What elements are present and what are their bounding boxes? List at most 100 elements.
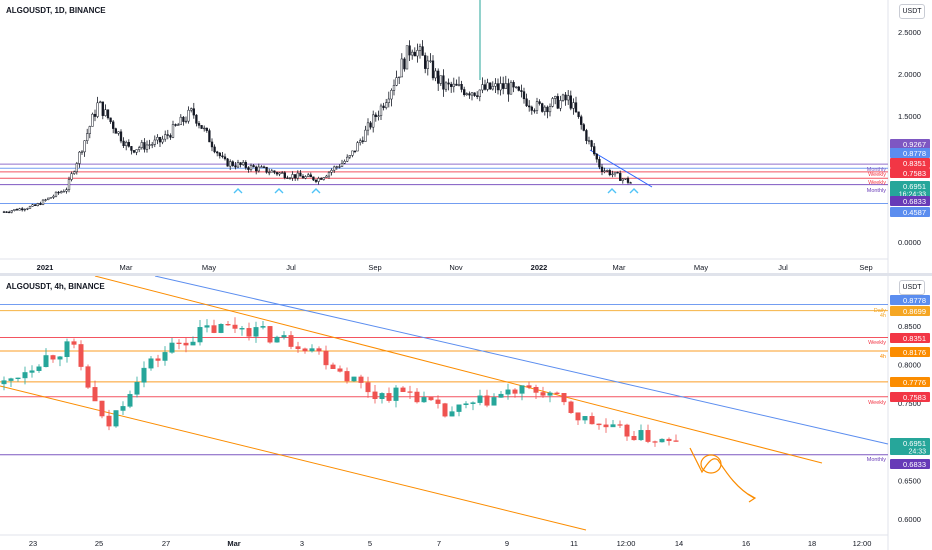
x-tick-label: Sep <box>368 263 381 272</box>
candle-body <box>246 328 252 337</box>
candle-body <box>403 58 406 70</box>
candle-body <box>626 178 630 183</box>
candle-body <box>288 335 294 347</box>
candle-body <box>15 377 21 379</box>
price-badge <box>890 392 930 402</box>
candle-body <box>457 84 461 86</box>
four-hour-currency-button[interactable]: USDT <box>899 280 925 295</box>
candle-body <box>309 348 315 352</box>
price-badge-countdown: 24:33 <box>908 449 926 456</box>
x-tick-label: May <box>202 263 216 272</box>
candle-body <box>169 135 172 138</box>
candle-body <box>288 177 292 180</box>
candle-body <box>316 348 322 352</box>
four-hour-chart-svg[interactable]: 0.85000.80000.75000.70000.65000.60002325… <box>0 276 932 550</box>
candle-body <box>320 178 323 180</box>
candle-body <box>505 389 511 395</box>
price-badge <box>890 139 930 149</box>
candle-body <box>44 199 47 201</box>
candle-body <box>413 51 416 57</box>
candle-body <box>476 95 479 97</box>
daily-currency-button[interactable]: USDT <box>899 4 925 19</box>
candle-body <box>140 142 143 148</box>
candle-body <box>428 397 434 401</box>
candle-body <box>359 140 362 143</box>
candle-body <box>356 142 359 152</box>
daily-chart-pane[interactable]: 2.50002.00001.50001.00000.50000.00002021… <box>0 0 932 273</box>
x-tick-label: Jul <box>286 263 296 272</box>
candle-body <box>452 83 455 87</box>
candle-body <box>247 167 250 170</box>
candle-body <box>15 209 19 211</box>
candle-body <box>411 51 414 56</box>
candle-body <box>309 174 312 178</box>
four-hour-chart-pane[interactable]: 0.85000.80000.75000.70000.65000.60002325… <box>0 276 932 550</box>
candle-body <box>36 366 42 371</box>
candle-body <box>512 82 515 88</box>
price-badge-text: 0.8778 <box>903 296 926 305</box>
candle-body <box>229 161 232 167</box>
x-tick-label: Sep <box>859 263 872 272</box>
candle-body <box>561 393 567 403</box>
candle-body <box>216 151 219 154</box>
x-tick-label: Mar <box>120 263 133 272</box>
candle-body <box>486 82 489 90</box>
candle-body <box>533 110 536 112</box>
candle-body <box>512 389 518 394</box>
price-badge-text: 0.8699 <box>903 307 926 316</box>
candle-body <box>564 94 567 101</box>
support-marker-icon <box>274 188 284 194</box>
candle-body <box>556 96 559 109</box>
price-badge-text: 0.8176 <box>903 348 926 357</box>
candle-body <box>2 211 6 213</box>
candle-body <box>387 98 390 103</box>
candle-body <box>86 133 89 141</box>
y-tick-label: 0.7500 <box>898 399 921 408</box>
candle-body <box>93 113 97 117</box>
pane-separator[interactable] <box>0 273 932 276</box>
candle-body <box>621 178 624 181</box>
daily-chart-svg[interactable]: 2.50002.00001.50001.00000.50000.00002021… <box>0 0 932 273</box>
x-tick-label: 23 <box>29 539 37 548</box>
candle-body <box>176 342 182 345</box>
candle-body <box>179 116 182 126</box>
candle-body <box>218 152 221 157</box>
candle-body <box>498 393 504 398</box>
candle-body <box>106 415 112 427</box>
candle-body <box>21 208 24 211</box>
candle-body <box>52 195 55 198</box>
x-tick-label: 5 <box>368 539 372 548</box>
candle-body <box>85 366 91 388</box>
candle-body <box>638 430 644 441</box>
trend-line <box>154 276 889 445</box>
candle-body <box>211 325 217 333</box>
candle-body <box>122 140 125 146</box>
candle-body <box>239 162 242 165</box>
candle-body <box>382 105 385 108</box>
x-tick-label: 2021 <box>37 263 54 272</box>
candle-body <box>442 403 448 417</box>
candle-body <box>92 387 98 402</box>
candle-body <box>447 82 450 85</box>
candle-body <box>78 151 81 164</box>
candle-body <box>582 124 585 131</box>
candle-body <box>106 109 110 119</box>
candle-body <box>530 106 533 111</box>
candle-body <box>73 171 76 174</box>
level-label: Weekly <box>868 172 886 178</box>
candle-body <box>249 165 253 170</box>
candle-body <box>478 89 481 97</box>
candle-body <box>325 175 328 178</box>
candle-body <box>28 206 32 209</box>
candle-body <box>473 92 476 96</box>
candle-body <box>538 101 541 104</box>
candle-body <box>65 189 68 192</box>
candle-body <box>673 440 679 442</box>
candle-body <box>208 130 211 143</box>
candle-body <box>439 75 442 84</box>
candle-body <box>39 203 42 205</box>
candle-body <box>386 393 392 401</box>
candle-body <box>460 84 463 90</box>
candle-body <box>616 171 619 174</box>
candle-body <box>22 372 28 379</box>
